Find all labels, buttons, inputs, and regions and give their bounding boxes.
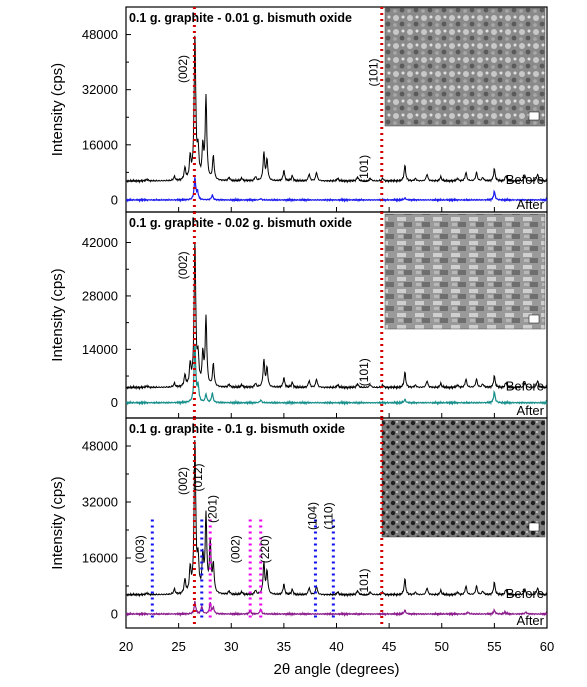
- y-tick-label: 42000: [82, 235, 118, 250]
- peak-label: (101): [357, 155, 371, 183]
- x-tick-label: 50: [435, 639, 449, 654]
- panel-title: 0.1 g. graphite - 0.01 g. bismuth oxide: [129, 11, 352, 25]
- trace-label-before: Before: [506, 586, 544, 601]
- peak-label: (002): [176, 251, 190, 279]
- y-axis-label: Intensity (cps): [49, 63, 66, 156]
- trace-label-after: After: [517, 197, 545, 212]
- y-tick-label: 0: [111, 607, 118, 622]
- peak-label: (002): [176, 467, 190, 495]
- series-before-line: [125, 242, 548, 391]
- series-after-line: [125, 343, 548, 406]
- y-tick-label: 32000: [82, 82, 118, 97]
- panel-title: 0.1 g. graphite - 0.02 g. bismuth oxide: [129, 216, 352, 230]
- peak-label: (002): [229, 535, 243, 563]
- series-after-line: [125, 600, 548, 617]
- y-tick-label: 32000: [82, 495, 118, 510]
- sem-scale-bar: [528, 111, 540, 121]
- y-tick-label: 0: [111, 192, 118, 207]
- x-tick-label: 55: [487, 639, 501, 654]
- x-tick-label: 35: [277, 639, 291, 654]
- y-tick-label: 48000: [82, 27, 118, 42]
- x-tick-label: 20: [119, 639, 133, 654]
- series-before-line: [125, 35, 548, 184]
- y-tick-label: 28000: [82, 288, 118, 303]
- trace-label-after: After: [517, 403, 545, 418]
- peak-label: (003): [133, 535, 147, 563]
- series-after-line: [125, 177, 548, 203]
- y-tick-label: 16000: [82, 551, 118, 566]
- sem-micrograph-image: [381, 419, 546, 538]
- xrd-panel: 0 16000 32000 48000 Intensity (cps) 0.1 g. gr…: [49, 417, 548, 629]
- sem-micrograph-image: [384, 7, 546, 127]
- y-tick-label: 0: [111, 395, 118, 410]
- x-tick-label: 45: [382, 639, 396, 654]
- y-axis-label: Intensity (cps): [49, 476, 66, 569]
- x-tick-label: 25: [171, 639, 185, 654]
- y-tick-label: 14000: [82, 342, 118, 357]
- peak-label: (101): [357, 568, 371, 596]
- sem-scale-bar: [528, 314, 540, 324]
- trace-label-before: Before: [506, 172, 544, 187]
- trace-label-after: After: [517, 613, 545, 628]
- sem-micrograph-image: [384, 213, 546, 330]
- panel-title: 0.1 g. graphite - 0.1 g. bismuth oxide: [129, 422, 345, 436]
- peak-label: (201): [206, 495, 220, 523]
- x-tick-label: 40: [329, 639, 343, 654]
- peak-label: (012): [191, 463, 205, 491]
- sem-scale-bar: [528, 522, 540, 532]
- xrd-panel: 0 16000 32000 48000 Intensity (cps) 0.1 g. gr…: [49, 6, 548, 213]
- peak-label: (101): [367, 58, 381, 86]
- x-axis: 20 25 30 35 40 45 50 55 60 2θ angle (degrees): [119, 639, 554, 678]
- trace-label-before: Before: [506, 378, 544, 393]
- y-tick-label: 48000: [82, 439, 118, 454]
- xrd-panel: 0 14000 28000 42000 Intensity (cps) 0.1 g. gr…: [49, 211, 548, 419]
- peak-label: (104): [306, 502, 320, 530]
- x-tick-label: 30: [224, 639, 238, 654]
- peak-label: (220): [258, 535, 272, 563]
- x-tick-label: 60: [540, 639, 554, 654]
- series-before-line: [125, 439, 548, 598]
- peak-label: (002): [176, 55, 190, 83]
- y-axis-label: Intensity (cps): [49, 268, 66, 361]
- peak-label: (101): [357, 358, 371, 386]
- x-axis-label: 2θ angle (degrees): [274, 661, 400, 678]
- peak-label: (110): [321, 502, 335, 529]
- y-tick-label: 16000: [82, 137, 118, 152]
